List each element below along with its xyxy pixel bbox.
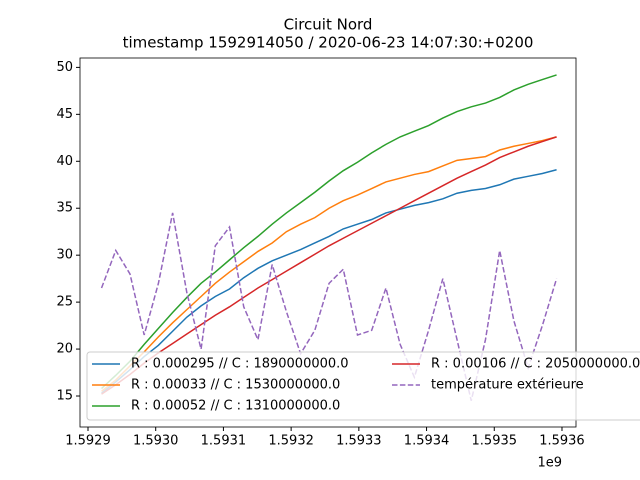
y-tick-label: 50 [56,60,73,75]
y-tick-label: 15 [56,389,73,404]
x-tick-label: 1.5933 [336,434,382,449]
chart-subtitle: timestamp 1592914050 / 2020-06-23 14:07:… [123,34,534,52]
y-tick-label: 25 [56,295,73,310]
y-tick-label: 30 [56,248,73,263]
chart-title: Circuit Nord [284,16,373,34]
legend-label: R : 0.00106 // C : 2050000000.0 [431,357,640,372]
x-tick-label: 1.5932 [268,434,314,449]
legend: R : 0.000295 // C : 1890000000.0 R : 0.00… [86,351,640,421]
x-tick-label: 1.5936 [539,434,585,449]
legend-label: R : 0.00033 // C : 1530000000.0 [131,378,340,393]
y-tick-label: 35 [56,201,73,216]
series-line [101,74,557,390]
x-offset-label: 1e9 [537,456,562,471]
y-tick-label: 45 [56,107,73,122]
x-tick-label: 1.5935 [472,434,518,449]
x-tick-label: 1.5934 [404,434,450,449]
y-tick-label: 40 [56,154,73,169]
x-tick-label: 1.5930 [133,434,179,449]
legend-label: température extérieure [431,378,584,393]
series-line [100,212,558,401]
legend-label: R : 0.00052 // C : 1310000000.0 [131,399,340,414]
series-line [101,136,557,392]
series-line [101,136,557,395]
legend-box [86,351,640,421]
y-tick-label: 20 [56,342,73,357]
series-line [101,169,557,394]
x-tick-label: 1.5931 [201,434,247,449]
legend-label: R : 0.000295 // C : 1890000000.0 [131,357,349,372]
axes-frame [79,57,577,428]
x-tick-label: 1.5929 [65,434,111,449]
